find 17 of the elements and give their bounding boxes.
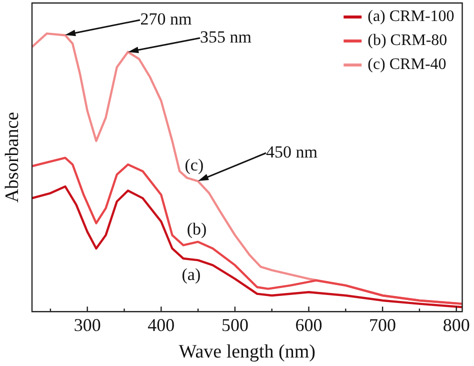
legend-label: (c) CRM-40 — [368, 56, 446, 74]
annotation: (c) — [184, 156, 204, 175]
annotation: 450 nm — [266, 142, 318, 162]
legend-label: (b) CRM-80 — [368, 32, 448, 50]
x-tick-label: 600 — [295, 315, 322, 336]
y-axis-title: Absorbance — [2, 112, 23, 203]
x-axis-title: Wave length (nm) — [178, 342, 316, 363]
annotation: (a) — [182, 264, 201, 284]
annotation: (b) — [186, 220, 207, 239]
annotation: 355 nm — [200, 27, 252, 46]
x-tick-label: 700 — [369, 315, 396, 336]
x-tick-label: 300 — [74, 315, 101, 336]
x-tick-label: 500 — [221, 315, 248, 336]
legend-label: (a) CRM-100 — [368, 8, 454, 26]
x-tick-label: 800 — [442, 315, 470, 336]
x-tick-label: 400 — [148, 315, 175, 336]
annotation: 270 nm — [140, 10, 192, 29]
